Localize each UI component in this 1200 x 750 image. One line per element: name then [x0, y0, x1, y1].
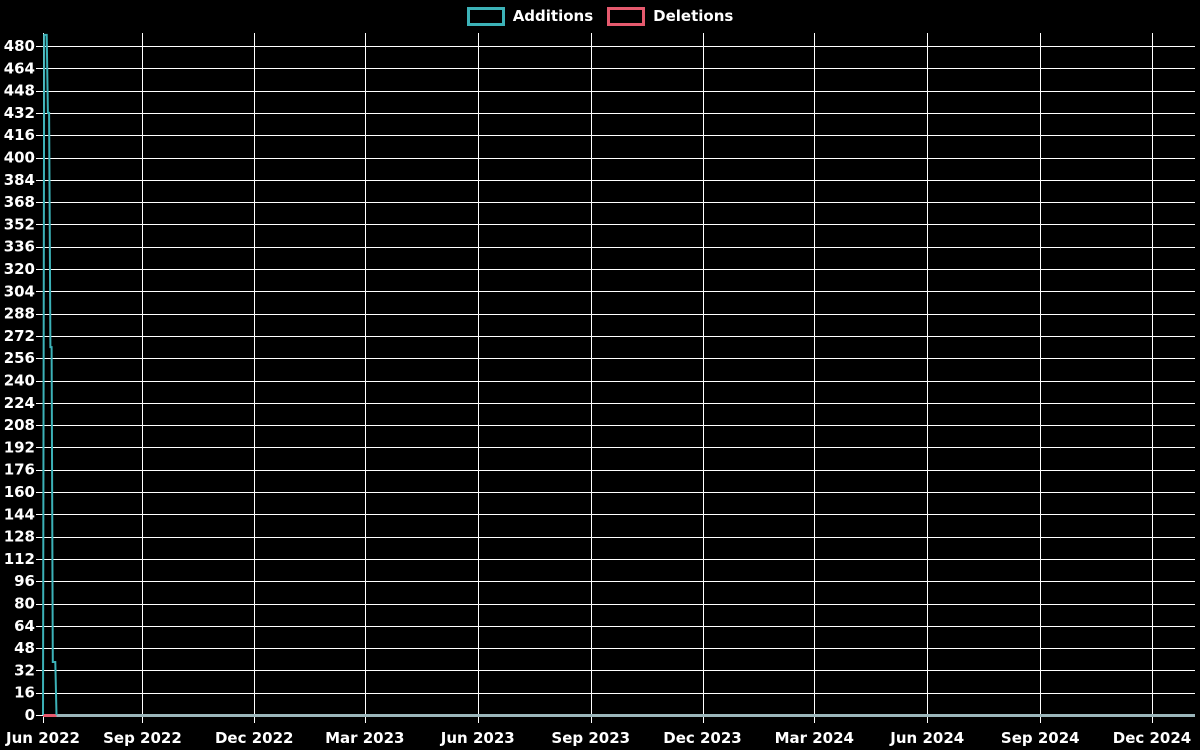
y-tick-label: 272 — [4, 327, 35, 345]
x-tick-label: Dec 2023 — [663, 729, 742, 747]
y-tick-label: 448 — [4, 82, 35, 100]
y-tick-label: 208 — [4, 416, 35, 434]
y-tick-label: 224 — [4, 394, 35, 412]
y-tick-label: 32 — [14, 661, 35, 679]
x-tick-label: Sep 2022 — [103, 729, 182, 747]
legend-label-additions: Additions — [512, 7, 594, 25]
y-tick-label: 416 — [4, 126, 35, 144]
x-tick-label: Jun 2024 — [889, 729, 964, 747]
y-tick-label: 192 — [4, 438, 35, 456]
y-tick-label: 480 — [4, 37, 35, 55]
y-tick-label: 176 — [4, 461, 35, 479]
y-tick-label: 144 — [4, 505, 35, 523]
y-tick-label: 16 — [14, 684, 35, 702]
y-tick-label: 384 — [4, 171, 35, 189]
x-tick-label: Mar 2024 — [775, 729, 854, 747]
y-tick-label: 352 — [4, 215, 35, 233]
x-tick-label: Jun 2023 — [440, 729, 515, 747]
y-tick-label: 64 — [14, 617, 35, 635]
deletions-swatch-icon — [607, 7, 646, 26]
y-tick-label: 160 — [4, 483, 35, 501]
y-tick-label: 112 — [4, 550, 35, 568]
y-tick-label: 304 — [4, 282, 35, 300]
y-tick-label: 336 — [4, 238, 35, 256]
y-tick-label: 368 — [4, 193, 35, 211]
y-tick-label: 464 — [4, 59, 35, 77]
x-tick-label: Dec 2024 — [1113, 729, 1192, 747]
y-tick-label: 240 — [4, 372, 35, 390]
x-tick-label: Mar 2023 — [325, 729, 404, 747]
additions-line — [42, 33, 58, 716]
y-tick-label: 96 — [14, 572, 35, 590]
y-tick-label: 256 — [4, 349, 35, 367]
y-tick-label: 0 — [25, 706, 35, 724]
y-tick-label: 288 — [4, 305, 35, 323]
x-tick-label: Sep 2023 — [551, 729, 630, 747]
y-tick-label: 80 — [14, 595, 35, 613]
y-tick-label: 400 — [4, 149, 35, 167]
x-tick-label: Dec 2022 — [215, 729, 294, 747]
y-tick-label: 48 — [14, 639, 35, 657]
chart-legend: Additions Deletions — [0, 7, 1200, 26]
y-tick-label: 320 — [4, 260, 35, 278]
x-tick-label: Sep 2024 — [1001, 729, 1080, 747]
legend-item-additions: Additions — [466, 7, 594, 26]
additions-swatch-icon — [466, 7, 505, 26]
legend-item-deletions: Deletions — [607, 7, 733, 26]
y-tick-label: 128 — [4, 528, 35, 546]
x-tick-label: Jun 2022 — [5, 729, 80, 747]
legend-label-deletions: Deletions — [653, 7, 734, 25]
y-tick-label: 432 — [4, 104, 35, 122]
